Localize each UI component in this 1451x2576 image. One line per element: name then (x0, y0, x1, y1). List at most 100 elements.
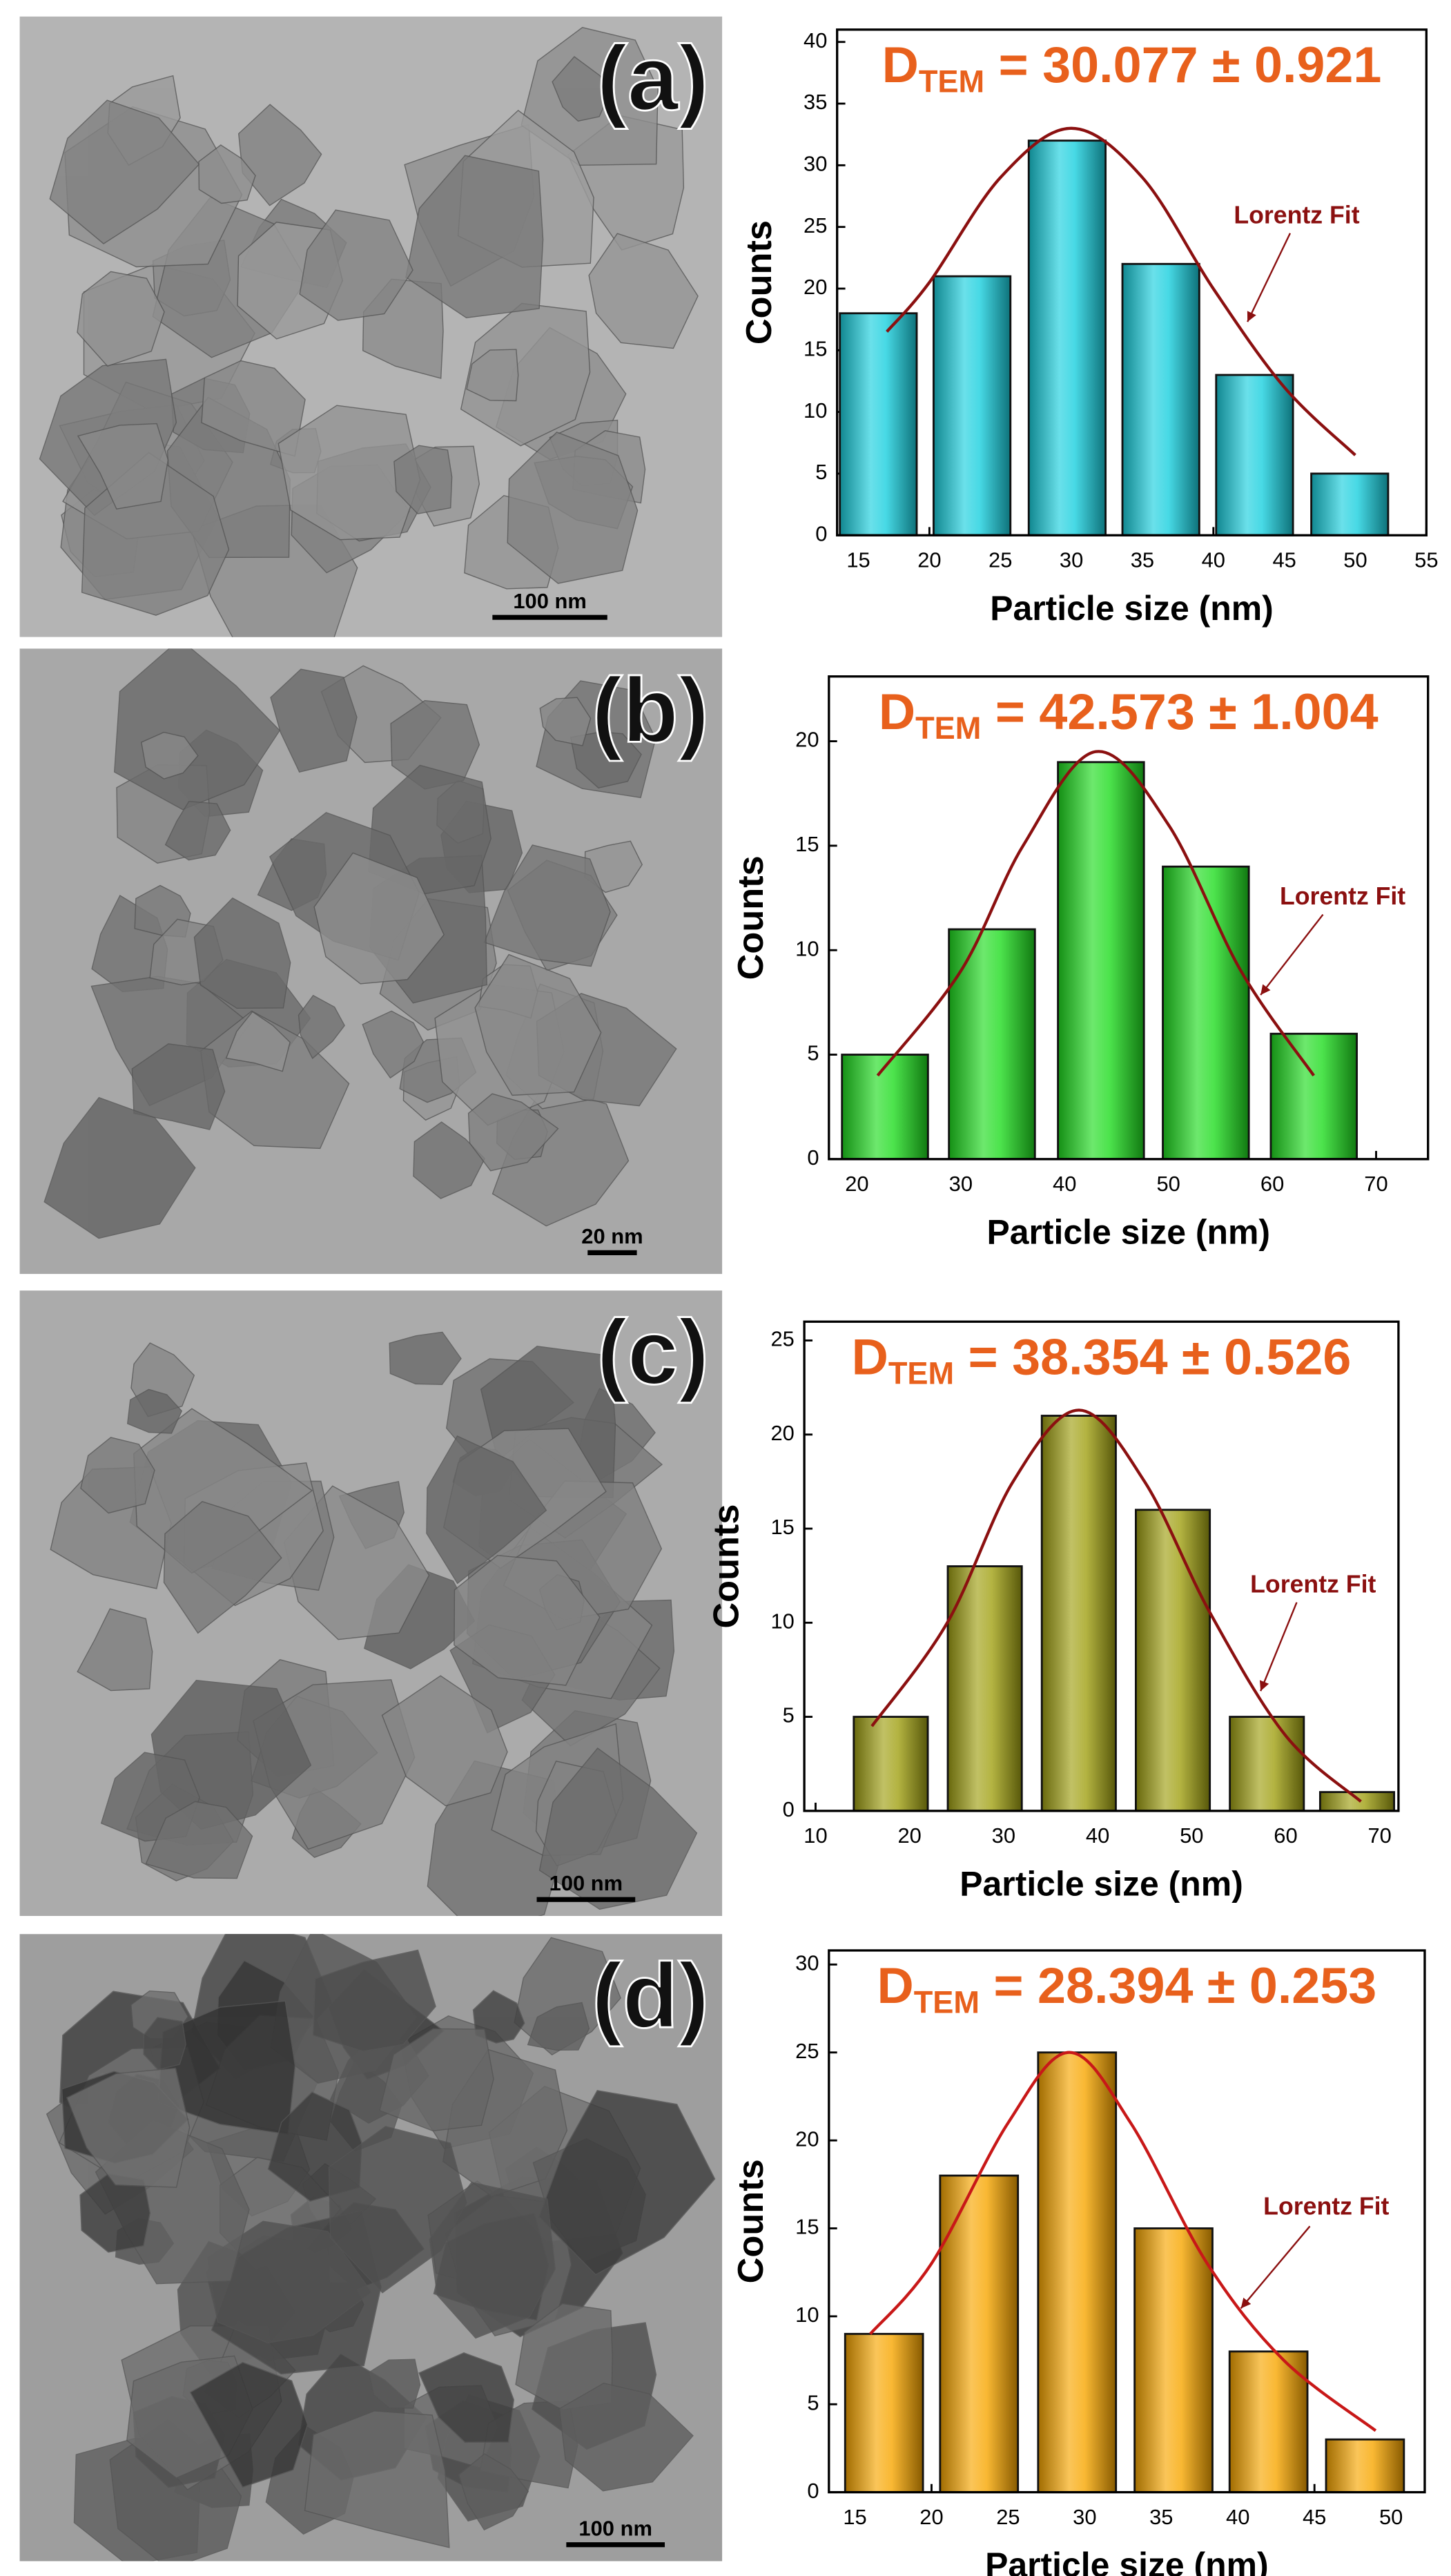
tem-particle (270, 668, 358, 773)
scale-bar-label: 20 nm (581, 1224, 643, 1248)
tem-particle (405, 155, 544, 318)
tem-particle (313, 852, 445, 985)
x-tick-label: 30 (1073, 2505, 1096, 2529)
x-tick-label: 70 (1364, 1172, 1387, 1196)
tem-particle (458, 2453, 529, 2531)
tem-image (19, 1290, 723, 1917)
bar (1228, 2350, 1309, 2494)
bar (853, 1716, 929, 1812)
bar (948, 928, 1036, 1161)
tem-particle (145, 1801, 253, 1879)
tem-particle (418, 2352, 514, 2443)
chart-title: DTEM = 30.077 ± 0.921 (882, 36, 1382, 99)
title-main: D (877, 1957, 913, 2014)
tem-particle (43, 1096, 196, 1239)
tem-particle (460, 302, 591, 447)
title-main: D (882, 36, 919, 93)
tem-particle (483, 844, 611, 967)
x-tick-label: 10 (804, 1823, 827, 1848)
x-tick-label: 20 (917, 548, 941, 572)
annotation-arrow (1260, 913, 1324, 996)
tem-particle (552, 56, 609, 122)
fit-annotation: Lorentz Fit (1250, 1570, 1376, 1598)
y-tick-label: 5 (807, 2390, 819, 2414)
tem-particle (429, 2182, 556, 2339)
x-tick-label: 40 (1086, 1823, 1109, 1848)
tem-image (19, 16, 723, 637)
tem-particle (143, 2017, 186, 2071)
tem-image (19, 1934, 723, 2562)
fit-curve (869, 2051, 1377, 2432)
tem-particle (163, 1501, 282, 1634)
panel-label: (a) (596, 27, 709, 130)
fit-annotation: Lorentz Fit (1263, 2193, 1389, 2220)
tem-particle (588, 233, 699, 349)
annotation-arrow (1240, 2225, 1311, 2309)
y-axis-label: Counts (739, 220, 779, 345)
tem-particle (538, 1747, 698, 1910)
tem-particle (126, 1388, 183, 1434)
y-tick-label: 20 (795, 728, 819, 752)
tem-particle (198, 144, 256, 204)
bar (1027, 139, 1107, 536)
tem-particle (140, 731, 199, 779)
y-axis-label: Counts (731, 2159, 771, 2283)
bar (1162, 865, 1250, 1161)
fit-curve (876, 750, 1315, 1077)
x-tick-label: 25 (989, 548, 1012, 572)
panel-label: (d) (592, 1944, 709, 2047)
chart-title: DTEM = 42.573 ± 1.004 (879, 683, 1379, 746)
fit-annotation: Lorentz Fit (1234, 201, 1359, 229)
tem-particle (225, 1011, 291, 1072)
tem-particle (527, 2002, 590, 2051)
y-tick-label: 15 (795, 2215, 819, 2239)
bar (946, 1565, 1023, 1812)
y-tick-label: 15 (770, 1515, 794, 1539)
tem-particle (66, 2067, 191, 2188)
tem-particle (389, 1331, 462, 1386)
title-main: D (852, 1328, 888, 1386)
bar (1269, 1032, 1358, 1161)
tem-particle (131, 1043, 226, 1130)
x-tick-label: 30 (1060, 548, 1083, 572)
x-tick-label: 60 (1260, 1172, 1284, 1196)
tem-particle (49, 99, 200, 244)
y-tick-label: 10 (795, 936, 819, 960)
x-tick-label: 50 (1379, 2505, 1403, 2529)
x-tick-label: 40 (1053, 1172, 1076, 1196)
y-tick-label: 0 (815, 521, 827, 545)
y-tick-label: 30 (795, 1951, 819, 1975)
tem-particle (558, 2382, 694, 2492)
x-tick-label: 35 (1149, 2505, 1173, 2529)
tem-particle (189, 2361, 309, 2488)
x-tick-label: 20 (919, 2505, 943, 2529)
bar (1215, 374, 1294, 536)
y-tick-label: 15 (804, 336, 827, 360)
y-tick-label: 5 (815, 460, 827, 484)
tem-particle (472, 1990, 525, 2044)
bar (933, 275, 1012, 536)
tem-particle (193, 897, 291, 1009)
title-subscript: TEM (888, 1356, 954, 1391)
bar (841, 1054, 929, 1161)
tem-particle (368, 2359, 421, 2409)
x-tick-label: 20 (845, 1172, 868, 1196)
title-subscript: TEM (915, 710, 981, 746)
bar (1318, 1791, 1396, 1812)
x-tick-label: 45 (1303, 2505, 1326, 2529)
x-tick-label: 45 (1272, 548, 1296, 572)
scale-bar-label: 100 nm (549, 1871, 623, 1895)
tem-particle (164, 800, 231, 861)
y-tick-label: 0 (807, 1145, 819, 1170)
chart-title: DTEM = 28.394 ± 0.253 (877, 1957, 1376, 2020)
bar (1057, 761, 1145, 1161)
y-tick-label: 0 (807, 2479, 819, 2503)
x-tick-label: 40 (1202, 548, 1225, 572)
tem-particle (206, 2220, 373, 2343)
title-rest: = 30.077 ± 0.921 (984, 36, 1381, 93)
tem-particle (362, 1010, 425, 1079)
tem-particle (77, 423, 169, 510)
tem-particle (304, 2410, 450, 2548)
tem-particle (538, 2089, 716, 2276)
